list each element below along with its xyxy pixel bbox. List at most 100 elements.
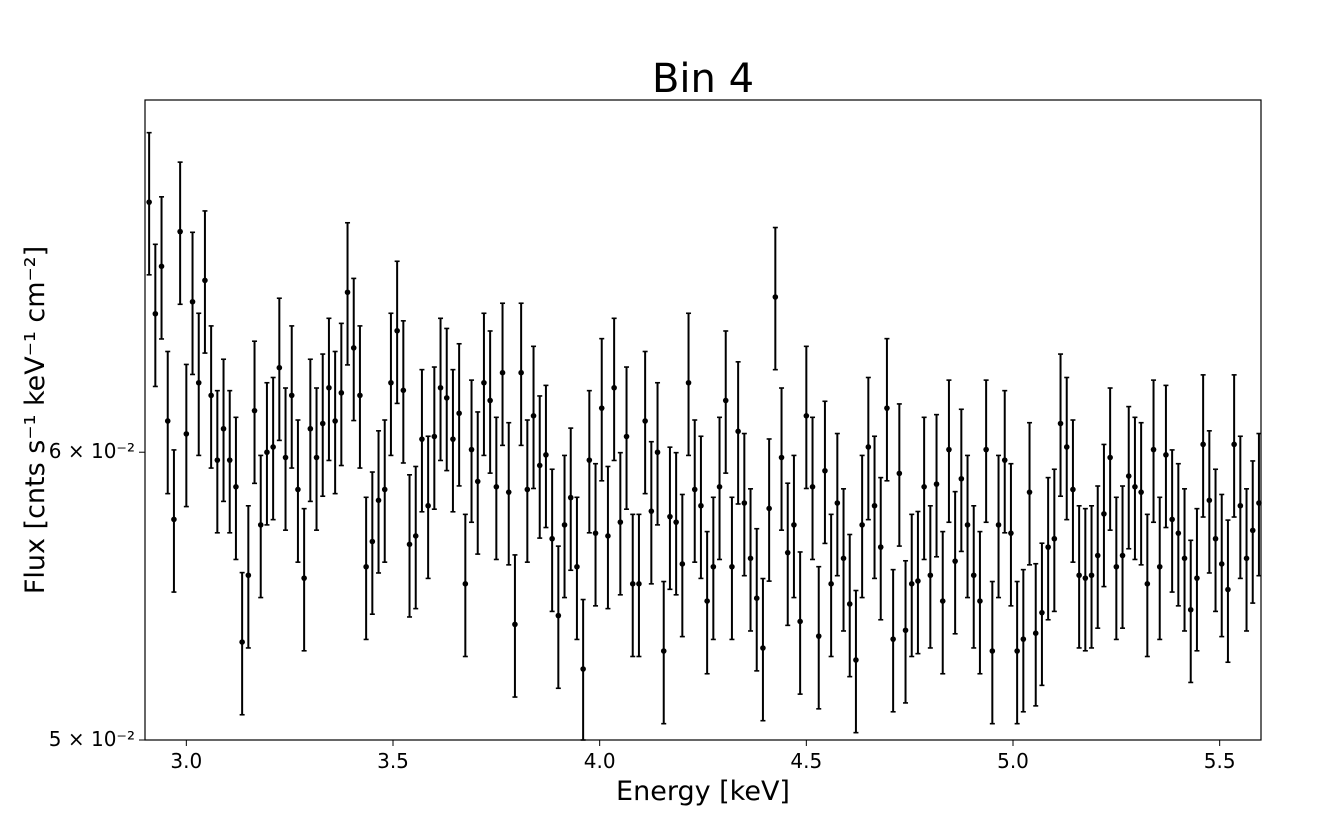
data-point: [394, 327, 400, 334]
data-point: [598, 405, 605, 411]
data-point: [406, 541, 413, 548]
data-point: [698, 502, 704, 509]
data-point: [983, 446, 989, 453]
data-point: [202, 277, 208, 284]
data-point: [605, 533, 611, 539]
data-point: [1156, 563, 1163, 570]
data-point: [425, 502, 431, 509]
data-point: [958, 475, 965, 482]
data-point: [369, 538, 376, 545]
y-axis-label: Flux [cnts s⁻¹ keV⁻¹ cm⁻²]: [20, 246, 51, 594]
data-point: [344, 289, 351, 296]
chart-title: Bin 4: [652, 56, 754, 102]
data-point: [319, 420, 326, 427]
data-point: [1243, 555, 1250, 562]
data-point: [567, 494, 574, 501]
data-point: [1194, 575, 1200, 581]
data-point: [1088, 572, 1095, 579]
data-point: [809, 483, 816, 490]
data-point: [760, 645, 766, 651]
data-point: [729, 563, 735, 570]
data-point: [530, 413, 537, 419]
data-point: [1119, 552, 1126, 559]
x-tick-label: 5.5: [1204, 749, 1236, 773]
data-point: [1181, 555, 1188, 562]
data-point: [704, 598, 710, 604]
data-point: [443, 395, 450, 401]
data-point: [859, 522, 865, 528]
data-point: [778, 454, 785, 461]
data-point: [357, 392, 363, 399]
data-point: [654, 449, 661, 456]
data-point: [555, 612, 562, 619]
data-point: [1045, 544, 1051, 550]
data-point: [462, 581, 469, 587]
data-point: [189, 298, 196, 305]
data-point: [1169, 516, 1175, 523]
data-point: [1014, 648, 1020, 654]
data-point: [1144, 581, 1151, 587]
data-point: [1187, 606, 1194, 613]
data-point: [908, 581, 915, 587]
data-point: [195, 379, 202, 386]
data-point: [766, 505, 772, 512]
data-point: [846, 601, 853, 607]
data-point: [1175, 530, 1182, 536]
data-point: [1150, 446, 1157, 453]
data-point: [493, 483, 500, 490]
data-point: [307, 425, 314, 432]
data-point: [419, 436, 425, 442]
data-point: [226, 457, 233, 463]
data-point: [158, 263, 165, 270]
data-point: [1070, 486, 1076, 493]
data-point: [220, 425, 227, 432]
x-tick-label: 3.5: [377, 749, 409, 773]
data-point: [803, 413, 810, 419]
data-point: [853, 657, 859, 663]
data-point: [977, 598, 983, 604]
data-point: [822, 467, 828, 474]
data-point: [791, 522, 797, 528]
data-point: [388, 379, 394, 386]
data-point: [431, 433, 438, 440]
y-tick-label: 5 × 10⁻²: [49, 727, 135, 751]
data-point: [623, 433, 630, 440]
data-point: [363, 563, 369, 570]
data-point: [214, 457, 221, 463]
data-point: [636, 581, 642, 587]
data-point: [629, 581, 636, 587]
data-point: [1231, 441, 1237, 448]
x-axis-ticks: 3.0 3.5 4.0 4.5 5.0 5.5: [170, 740, 1236, 773]
data-point: [840, 555, 847, 562]
data-point: [747, 555, 754, 562]
data-point: [1200, 441, 1206, 448]
data-point: [884, 405, 890, 411]
x-tick-label: 5.0: [997, 749, 1029, 773]
data-point: [177, 228, 183, 235]
data-point: [437, 384, 444, 391]
data-point: [412, 533, 419, 539]
data-point: [685, 379, 692, 386]
data-point: [1008, 530, 1014, 536]
data-point: [710, 563, 717, 570]
data-point: [1206, 497, 1213, 504]
data-point: [716, 483, 723, 490]
data-point: [586, 457, 593, 463]
data-point: [1113, 563, 1120, 570]
data-point: [1256, 500, 1262, 506]
data-point: [301, 575, 307, 581]
data-point: [865, 444, 872, 450]
data-point: [921, 483, 927, 490]
data-point: [673, 519, 679, 525]
data-point: [902, 627, 909, 634]
data-point: [152, 310, 159, 317]
data-point: [338, 390, 345, 396]
data-point: [1249, 527, 1256, 534]
data-point: [964, 522, 971, 528]
data-point: [474, 478, 481, 485]
data-point: [592, 530, 599, 536]
data-point: [871, 502, 878, 509]
data-point: [1218, 561, 1225, 567]
data-point: [1125, 473, 1132, 479]
